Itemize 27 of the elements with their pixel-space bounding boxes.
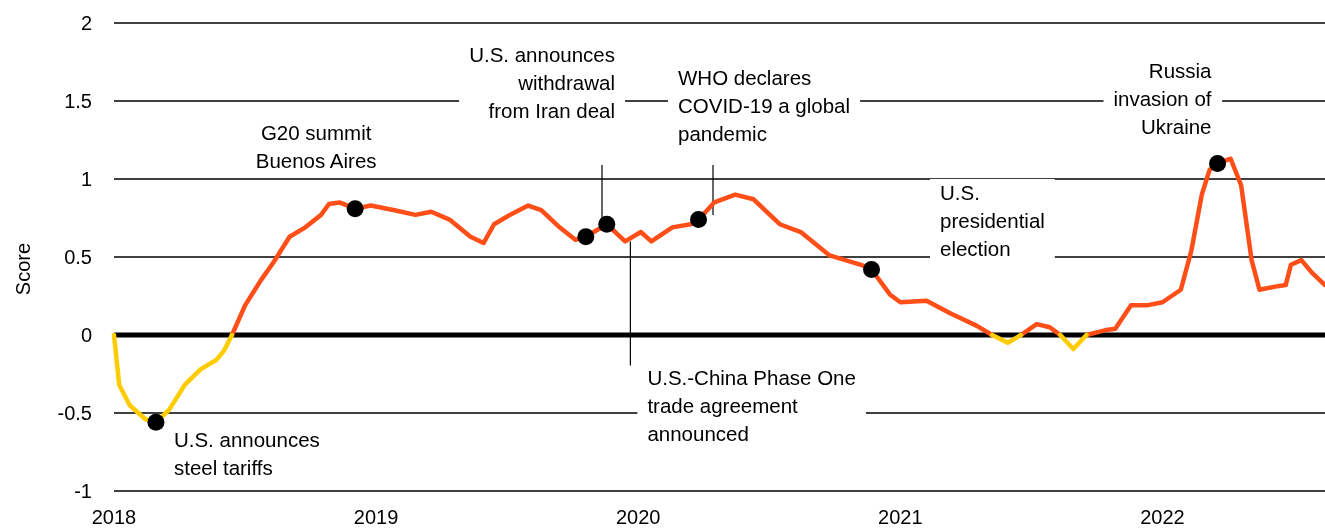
annotation: WHO declares COVID-19 a global pandemic: [678, 66, 851, 145]
annotation: Russia invasion of Ukraine: [1113, 59, 1213, 139]
x-tick-label: 2018: [91, 506, 137, 528]
x-tick-label: 2022: [1140, 506, 1185, 528]
point: [346, 200, 364, 218]
y-tick-label: 2: [80, 12, 92, 34]
annotation: U.S. presidential election: [940, 181, 1045, 260]
y-tick-label: 0: [80, 324, 92, 346]
y-tick-label: 1.5: [64, 90, 92, 112]
y-tick-label: -1: [74, 480, 92, 502]
y-tick-label: 1: [80, 168, 92, 190]
annotation: U.S.-China Phase One trade agreement announced: [647, 366, 856, 446]
annotation: G20 summit Buenos Aires: [255, 120, 377, 172]
point: [577, 228, 595, 246]
y-tick-label: -0.5: [57, 402, 92, 424]
point: [598, 215, 616, 233]
annotation: U.S. announces steel tariffs: [173, 428, 320, 480]
y-axis-title: Score: [12, 242, 34, 296]
x-tick-label: 2020: [615, 506, 661, 528]
x-tick-label: 2021: [878, 506, 923, 528]
point: [1209, 154, 1227, 172]
x-tick-label: 2019: [353, 506, 399, 528]
y-tick-label: 0.5: [64, 246, 92, 268]
annotation: U.S. announces withdrawal from Iran deal: [469, 43, 615, 122]
point: [690, 211, 708, 229]
point: [147, 413, 165, 431]
point: [863, 260, 881, 278]
